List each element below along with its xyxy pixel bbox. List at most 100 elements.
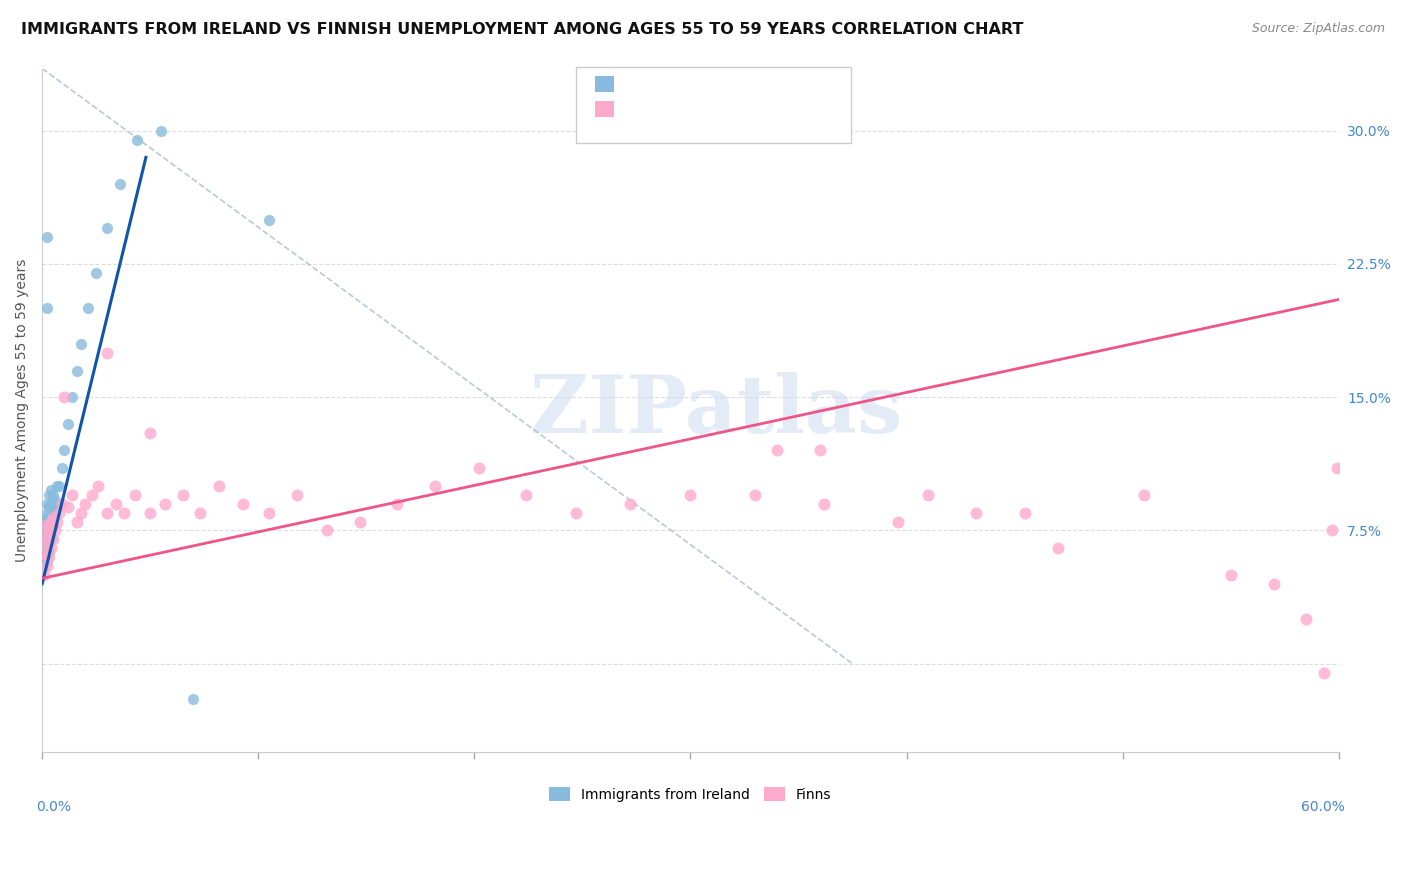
Point: [1219, 567, 1241, 582]
Point: [96, 506, 118, 520]
Point: [52, 443, 75, 458]
Point: [35, 230, 58, 244]
Point: [46, 515, 69, 529]
Point: [39, 511, 62, 525]
Point: [1014, 506, 1036, 520]
Point: [44, 524, 66, 538]
Point: [1295, 612, 1317, 626]
Point: [285, 488, 308, 502]
Point: [35, 558, 58, 573]
Point: [35, 536, 58, 550]
Point: [48, 479, 70, 493]
Text: R = 0.337   N = 52: R = 0.337 N = 52: [621, 80, 766, 95]
Point: [39, 524, 62, 538]
Point: [80, 488, 103, 502]
Point: [38, 488, 60, 502]
Point: [35, 497, 58, 511]
Point: [619, 497, 641, 511]
Point: [87, 479, 110, 493]
Point: [965, 506, 987, 520]
Text: R =  0.511   N = 63: R = 0.511 N = 63: [621, 105, 770, 120]
Point: [188, 506, 211, 520]
Point: [39, 515, 62, 529]
Point: [1312, 665, 1334, 680]
Point: [96, 345, 118, 359]
Point: [887, 515, 910, 529]
Point: [1046, 541, 1069, 556]
Point: [42, 533, 65, 547]
Point: [48, 506, 70, 520]
Point: [52, 390, 75, 404]
Point: [35, 518, 58, 533]
Text: 0.0%: 0.0%: [35, 800, 70, 814]
Point: [104, 497, 127, 511]
Point: [51, 497, 73, 511]
Point: [1133, 488, 1156, 502]
Point: [35, 536, 58, 550]
Point: [34, 558, 56, 573]
Point: [38, 545, 60, 559]
Point: [155, 497, 177, 511]
Point: [467, 461, 489, 475]
Point: [139, 506, 162, 520]
Point: [35, 525, 58, 540]
Point: [232, 497, 254, 511]
Point: [56, 417, 79, 431]
Point: [62, 488, 84, 502]
Point: [66, 515, 89, 529]
Point: [70, 506, 93, 520]
Point: [385, 497, 408, 511]
Point: [565, 506, 588, 520]
Point: [1322, 524, 1344, 538]
Point: [38, 550, 60, 565]
Point: [425, 479, 447, 493]
Point: [35, 518, 58, 533]
Point: [917, 488, 939, 502]
Point: [34, 541, 56, 556]
Point: [35, 301, 58, 316]
Point: [813, 497, 835, 511]
Point: [808, 443, 831, 458]
Point: [35, 529, 58, 543]
Point: [1326, 461, 1348, 475]
Point: [139, 425, 162, 440]
Point: [76, 301, 98, 316]
Text: ZIPatlas: ZIPatlas: [530, 371, 903, 450]
Point: [70, 337, 93, 351]
Point: [34, 515, 56, 529]
Y-axis label: Unemployment Among Ages 55 to 59 years: Unemployment Among Ages 55 to 59 years: [15, 259, 30, 562]
Point: [34, 550, 56, 565]
Text: Source: ZipAtlas.com: Source: ZipAtlas.com: [1251, 22, 1385, 36]
Point: [38, 515, 60, 529]
Point: [39, 533, 62, 547]
Point: [75, 497, 97, 511]
Point: [257, 212, 280, 227]
Point: [208, 479, 231, 493]
Point: [38, 500, 60, 515]
Point: [766, 443, 789, 458]
Point: [35, 553, 58, 567]
Point: [34, 567, 56, 582]
Point: [515, 488, 537, 502]
Point: [34, 529, 56, 543]
Point: [1263, 576, 1285, 591]
Point: [112, 506, 135, 520]
Point: [38, 524, 60, 538]
Point: [62, 390, 84, 404]
Point: [38, 522, 60, 536]
Point: [34, 524, 56, 538]
Point: [679, 488, 702, 502]
Point: [35, 506, 58, 520]
Point: [150, 124, 173, 138]
Point: [34, 533, 56, 547]
Point: [108, 177, 131, 191]
Point: [38, 529, 60, 543]
Point: [56, 500, 79, 515]
Point: [257, 506, 280, 520]
Point: [744, 488, 766, 502]
Point: [51, 461, 73, 475]
Point: [35, 511, 58, 525]
Point: [44, 506, 66, 520]
Point: [66, 363, 89, 377]
Point: [34, 533, 56, 547]
